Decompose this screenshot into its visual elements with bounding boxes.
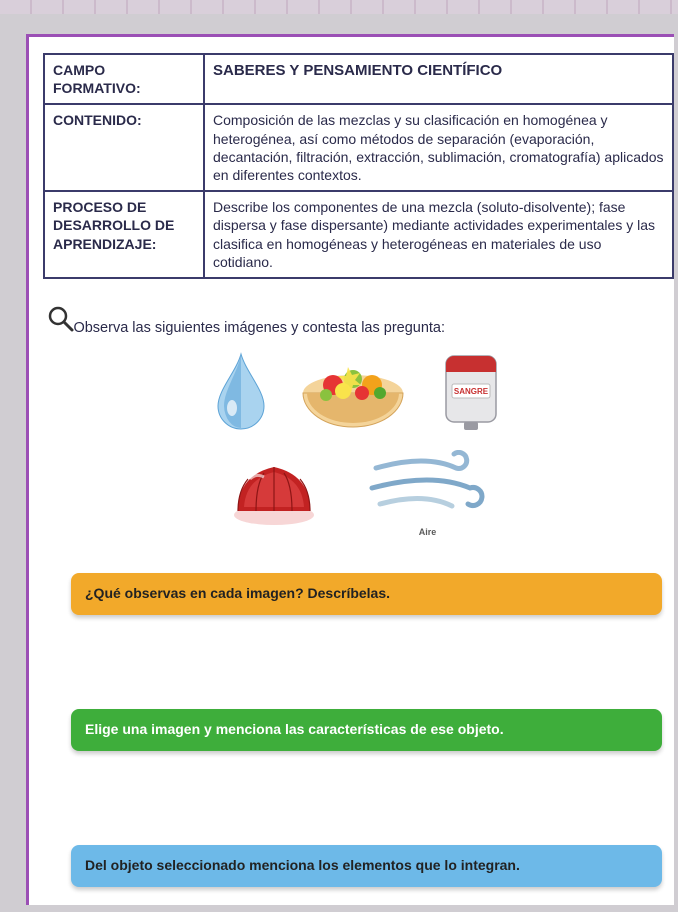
observe-text: Observa las siguientes imágenes y contes…	[73, 320, 445, 336]
table-row: CONTENIDO: Composición de las mezclas y …	[44, 104, 673, 191]
label-proceso: PROCESO DE DESARROLLO DE APRENDIZAJE:	[44, 191, 204, 278]
observe-prompt: Observa las siguientes imágenes y contes…	[47, 305, 664, 333]
magnifier-icon	[47, 305, 75, 333]
question-3: Del objeto seleccionado menciona los ele…	[71, 845, 662, 887]
question-2: Elige una imagen y menciona las caracter…	[71, 709, 662, 751]
table-row: PROCESO DE DESARROLLO DE APRENDIZAJE: De…	[44, 191, 673, 278]
table-row: CAMPO FORMATIVO: SABERES Y PENSAMIENTO C…	[44, 54, 673, 104]
example-images-row-2: Aire	[43, 450, 674, 537]
notebook-grid-edge	[0, 0, 678, 14]
label-contenido: CONTENIDO:	[44, 104, 204, 191]
answer-space-2	[43, 751, 674, 809]
question-1: ¿Qué observas en cada imagen? Descríbela…	[71, 573, 662, 615]
fruit-salad-icon	[298, 347, 408, 440]
label-campo-formativo: CAMPO FORMATIVO:	[44, 54, 204, 104]
info-table: CAMPO FORMATIVO: SABERES Y PENSAMIENTO C…	[43, 53, 674, 279]
answer-space-1	[43, 615, 674, 673]
value-contenido: Composición de las mezclas y su clasific…	[204, 104, 673, 191]
blood-label-text: SANGRE	[453, 387, 488, 396]
worksheet-page: CAMPO FORMATIVO: SABERES Y PENSAMIENTO C…	[26, 34, 674, 905]
air-icon: Aire	[368, 450, 488, 537]
value-proceso: Describe los componentes de una mezcla (…	[204, 191, 673, 278]
jello-icon	[230, 455, 318, 532]
blood-bag-icon: SANGRE	[436, 350, 506, 437]
example-images-row-1: SANGRE	[43, 347, 674, 440]
value-campo-formativo: SABERES Y PENSAMIENTO CIENTÍFICO	[204, 54, 673, 104]
water-drop-icon	[212, 350, 270, 437]
aire-label: Aire	[368, 527, 488, 537]
